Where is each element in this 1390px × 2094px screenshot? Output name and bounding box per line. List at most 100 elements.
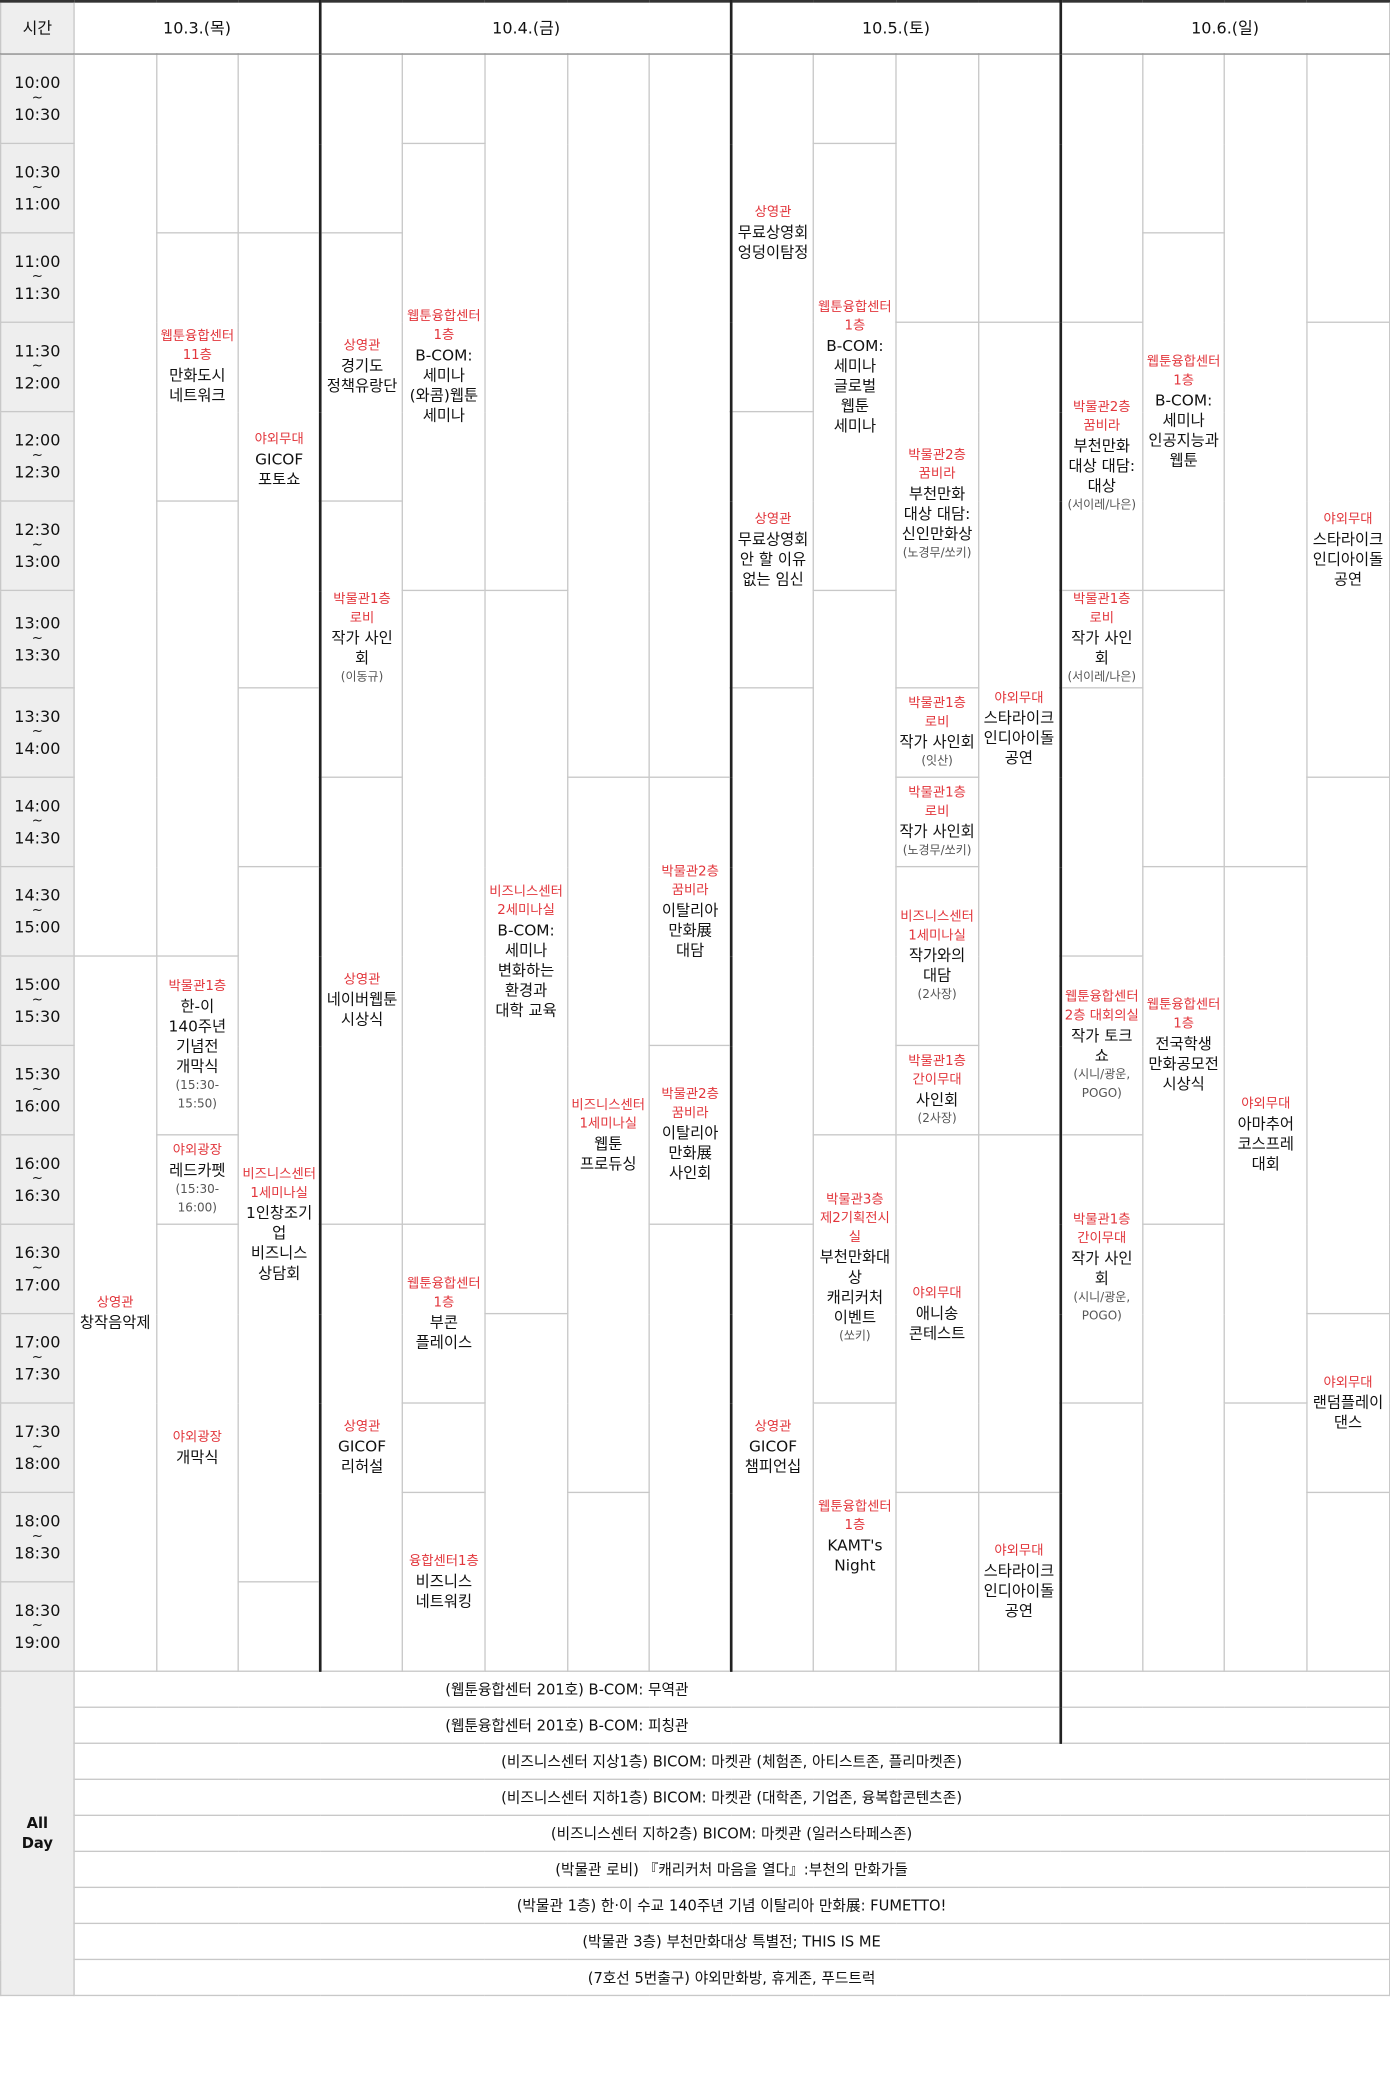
event-d4-sign-sini[interactable]: 박물관1층 간이무대 작가 사인회 (시니/광운, POGO) <box>1059 1134 1144 1404</box>
event-d3-sign-itsan[interactable]: 박물관1층 로비 작가 사인회 (잇산) <box>895 687 979 778</box>
event-d3-sign-2[interactable]: 박물관1층 간이무대 사인회 (2사장) <box>895 1044 979 1136</box>
event-title-line: 신인만화상 <box>901 524 973 544</box>
event-d1-opening[interactable]: 야외광장 개막식 <box>155 1223 240 1672</box>
schedule-table: 시간 10.3.(목) 10.4.(금) 10.5.(토) 10.6.(일) 1… <box>0 0 1390 1997</box>
all-day-event[interactable]: (박물관 1층) 한·이 수교 140주년 기념 이탈리아 만화展: FUMET… <box>73 1886 1390 1925</box>
event-location-line: 로비 <box>349 611 375 626</box>
event-title-line: 개막식 <box>176 1056 219 1075</box>
event-d2-author1[interactable]: 박물관1층 로비 작가 사인회 (이동규) <box>319 500 404 778</box>
time-end: 18:00 <box>14 1454 61 1474</box>
event-location-line: 웹툰융합센터 <box>818 299 892 315</box>
all-day-row: All Day (웹툰융합센터 201호) B-COM: 무역관 <box>0 1670 1390 1997</box>
event-location: 웹툰융합센터 1층 <box>1146 353 1222 390</box>
time-slot-label: 14:00 ~14:30 <box>0 776 75 868</box>
event-d4-talkshow[interactable]: 웹툰융합센터 2층 대회의실 작가 토크쇼 (시니/광운, POGO) <box>1059 955 1144 1136</box>
event-title-line: 대상 대담: <box>903 504 971 524</box>
event-title-line: 부천만화대상 <box>819 1247 891 1287</box>
event-d2-naver[interactable]: 상영관 네이버웹툰 시상식 <box>319 776 404 1225</box>
time-row: 16:00 ~16:30 야외광장 레드카펫 (15:30-16:00) 박물관3층 제2기… <box>0 1134 1389 1494</box>
event-d3-anisong[interactable]: 야외무대 애니송 콘테스트 <box>895 1134 979 1494</box>
event-d4-student[interactable]: 웹툰융합센터 1층 전국학생 만화공모전 시상식 <box>1141 865 1226 1225</box>
event-title-line: 한-이 <box>180 996 215 1015</box>
event-d2-bucheon-place[interactable]: 웹툰융합센터 1층 부콘 플레이스 <box>402 1223 486 1404</box>
event-title-line: 만화展 <box>668 919 712 939</box>
event-title-line: 네이버웹툰 <box>326 990 398 1009</box>
empty-slot <box>1059 53 1144 323</box>
event-d4-grand[interactable]: 박물관2층 꿈비라 부천만화 대상 대담: 대상 (서이레/나은) <box>1059 321 1144 592</box>
event-title-line: 사인회 <box>915 1089 959 1109</box>
event-d3-bcom-global[interactable]: 웹툰융합센터 1층 B-COM: 세미나 글로벌 웹툰 세미나 <box>813 142 897 592</box>
event-d2-italy-sign[interactable]: 박물관2층 꿈비라 이탈리아 만화展 사인회 <box>648 1044 733 1225</box>
event-d3-newcomer[interactable]: 박물관2층 꿈비라 부천만화 대상 대담: 신인만화상 (노경무/쏘키) <box>895 321 979 689</box>
event-title-line: B-COM: <box>497 920 555 940</box>
empty-slot <box>895 1491 979 1672</box>
event-d2-gicof-rehearsal[interactable]: 상영관 GICOF 리허설 <box>319 1223 404 1672</box>
all-day-event[interactable]: (7호선 5번출구) 야외만화방, 휴게존, 푸드트럭 <box>73 1958 1390 1997</box>
event-d1-korea-italy[interactable]: 박물관1층 한-이 140주년 기념전 개막식 (15:30-15:50) <box>155 955 240 1136</box>
event-d4-ai[interactable]: 웹툰융합센터 1층 B-COM: 세미나 인공지능과 웹툰 <box>1141 232 1226 592</box>
event-d1-manhwa-city[interactable]: 웹툰융합센터 11층 만화도시 네트워크 <box>155 232 240 502</box>
time-separator: ~ <box>31 1260 43 1276</box>
event-title-line: 대담 <box>922 965 952 985</box>
event-d4-strike[interactable]: 야외무대 스타라이크 인디아이돌 공연 <box>1306 321 1390 778</box>
event-d2-biz-network[interactable]: 융합센터1층 비즈니스 네트워킹 <box>402 1491 486 1672</box>
event-title-line: GICOF <box>338 1437 387 1456</box>
event-title-line: B-COM: <box>1154 390 1213 409</box>
event-d2-webtoon-produce[interactable]: 비즈니스센터 1세미나실 웹툰 프로듀싱 <box>566 776 651 1494</box>
time-slot-label: 12:00 ~12:30 <box>0 410 75 502</box>
event-note: (잇산) <box>921 754 953 768</box>
event-location-line: 비즈니스센터 <box>242 1166 316 1182</box>
event-d3-kamt[interactable]: 웹툰융합센터 1층 KAMT's Night <box>813 1402 897 1672</box>
time-row: 18:30 ~19:00 <box>0 1581 1389 1672</box>
event-d4-random[interactable]: 야외무대 랜덤플레이 댄스 <box>1306 1312 1390 1494</box>
time-end: 11:00 <box>14 194 61 214</box>
event-title-line: Night <box>834 1555 876 1575</box>
event-d3-sign-noh[interactable]: 박물관1층 로비 작가 사인회 (노경무/쏘키) <box>895 776 979 868</box>
empty-slot <box>484 53 568 592</box>
day-header-2: 10.4.(금) <box>319 0 733 55</box>
time-end: 18:30 <box>14 1543 61 1563</box>
event-d3-free2[interactable]: 상영관 무료상영회 안 할 이유 없는 임신 <box>730 410 815 689</box>
event-d2-bcom-edu[interactable]: 비즈니스센터 2세미나실 B-COM: 세미나 변화하는 환경과 대학 교육 <box>484 589 568 1315</box>
empty-slot <box>1224 1402 1308 1672</box>
event-d1-gicof-talk[interactable]: 야외무대 GICOF 포토쇼 <box>237 232 322 689</box>
all-day-event[interactable]: (웹툰융합센터 201호) B-COM: 무역관 <box>73 1670 1062 1708</box>
event-location-line: 박물관2층 <box>661 863 719 879</box>
empty-slot <box>566 1491 651 1672</box>
event-d3-caricature[interactable]: 박물관3층 제2기획전시실 부천만화대상 캐리커처 이벤트 (쏘키) <box>813 1134 897 1404</box>
event-d1-red-carpet[interactable]: 야외광장 레드카펫 (15:30-16:00) <box>155 1134 240 1225</box>
event-d2-bcom-seminar[interactable]: 웹툰융합센터 1층 B-COM: 세미나 (와콤)웹툰 세미나 <box>402 142 486 592</box>
event-d3-strike1[interactable]: 야외무대 스타라이크 인디아이돌 공연 <box>977 321 1062 1136</box>
empty-slot <box>484 1312 568 1672</box>
time-row: 15:00 ~15:30 상영관 창작음악제 박물관1층 한-이 140주년 기념전 개막식 (1… <box>0 955 1389 1672</box>
event-d3-gicof-champ[interactable]: 상영관 GICOF 챔피언십 <box>730 1223 815 1672</box>
event-d1-biz[interactable]: 비즈니스센터 1세미나실 1인창조기업 비즈니스 상담회 <box>237 865 322 1583</box>
event-location: 상영관 <box>325 1418 400 1437</box>
event-title-line: 부천만화 <box>1073 435 1131 455</box>
all-day-event[interactable]: (박물관 로비) 『캐리커처 마음을 열다』:부천의 만화가들 <box>73 1850 1390 1889</box>
event-d2-italy-talk[interactable]: 박물관2층 꿈비라 이탈리아 만화展 대담 <box>648 776 733 1047</box>
event-d4-amateur[interactable]: 야외무대 아마추어 코스프레 대회 <box>1224 865 1308 1404</box>
event-title-line: 작가 사인회 <box>899 731 975 751</box>
event-note: (15:30-16:00) <box>175 1182 220 1215</box>
event-d3-strike2[interactable]: 야외무대 스타라이크 인디아이돌 공연 <box>977 1491 1062 1672</box>
all-day-event[interactable]: (박물관 3층) 부천만화대상 특별전; THIS IS ME <box>73 1922 1390 1961</box>
event-location: 야외무대 <box>982 689 1057 708</box>
all-day-event[interactable]: (비즈니스센터 지하1층) BICOM: 마켓관 (대학존, 기업존, 융복합콘… <box>73 1778 1390 1816</box>
event-title-line: 대담 <box>676 940 705 959</box>
event-note: (쏘키) <box>839 1330 871 1344</box>
event-d2-gyeonggi[interactable]: 상영관 경기도 정책유랑단 <box>319 232 404 502</box>
event-d4-sign-seo[interactable]: 박물관1층 로비 작가 사인회 (서이레/나은) <box>1059 589 1144 689</box>
event-location-line: 제2기획전시실 <box>819 1211 890 1245</box>
empty-slot <box>402 589 486 1225</box>
event-d3-free1[interactable]: 상영관 무료상영회 엉덩이탐정 <box>730 53 815 413</box>
event-d3-author-talk[interactable]: 비즈니스센터 1세미나실 작가와의 대담 (2사장) <box>895 865 979 1047</box>
event-location-line: 박물관2층 <box>1072 399 1131 415</box>
all-day-row: (비즈니스센터 지하1층) BICOM: 마켓관 (대학존, 기업존, 융복합콘… <box>1 1778 1390 1816</box>
all-day-event[interactable]: (웹툰융합센터 201호) B-COM: 피칭관 <box>73 1706 1062 1744</box>
all-day-event[interactable]: (비즈니스센터 지상1층) BICOM: 마켓관 (체험존, 아티스트존, 플리… <box>73 1742 1390 1780</box>
event-d1-changjak[interactable]: 상영관 창작음악제 <box>73 955 157 1672</box>
all-day-event[interactable]: (비즈니스센터 지하2층) BICOM: 마켓관 (일러스타페스존) <box>73 1814 1390 1853</box>
empty-slot <box>1141 53 1226 234</box>
event-title-line: 랜덤플레이 <box>1312 1392 1384 1412</box>
